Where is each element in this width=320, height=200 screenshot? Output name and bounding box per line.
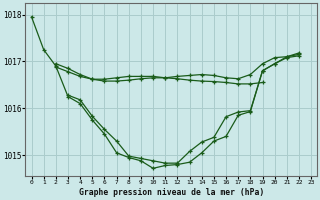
X-axis label: Graphe pression niveau de la mer (hPa): Graphe pression niveau de la mer (hPa) — [79, 188, 264, 197]
